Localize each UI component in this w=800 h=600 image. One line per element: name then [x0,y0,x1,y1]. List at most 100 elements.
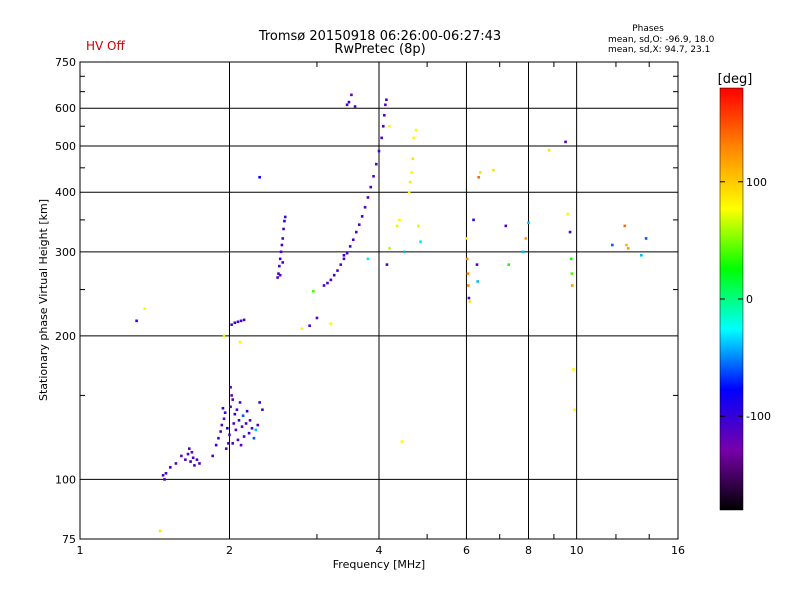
colorbar: [deg] 100 0 -100 [718,72,771,511]
data-point [235,408,239,412]
data-point [237,419,241,422]
x-tick-label: 8 [525,544,532,557]
data-point [174,462,178,465]
y-tick-label: 300 [55,246,76,259]
data-point [398,218,401,222]
data-point [476,280,479,283]
chart-title: Tromsø 20150918 06:26:00-06:27:43 [258,29,501,44]
data-point [276,276,279,279]
data-point [220,423,224,427]
data-point [135,319,138,323]
colorbar-ticks: 100 0 -100 [720,176,771,423]
data-point [381,124,385,128]
plot-frame [79,61,679,540]
data-point [242,318,246,322]
data-point [226,426,229,430]
data-point [261,408,264,412]
stats-o-mode: mean, sd,O: -96.9, 18.0 [608,35,715,45]
data-point [322,284,326,287]
data-point [388,124,391,128]
data-point [222,334,226,338]
data-point [412,136,416,140]
data-point [369,185,373,189]
data-point [568,230,572,234]
data-point [329,278,333,282]
data-point [282,227,285,231]
data-point [354,230,358,234]
data-point [336,269,339,272]
data-point [566,212,570,216]
data-point [230,394,233,397]
y-tick-label: 500 [55,140,76,153]
y-tick-label: 600 [55,102,76,115]
data-point [233,321,237,325]
data-point [234,428,238,432]
data-point [414,128,418,132]
data-point [278,264,281,268]
data-point [228,433,231,437]
data-point [278,273,282,277]
data-point [623,224,627,228]
colorbar-label: [deg] [718,72,753,87]
data-point [252,436,256,440]
x-axis-label: Frequency [MHz] [333,558,425,571]
data-point [214,443,218,447]
data-point [239,319,243,323]
data-point [350,93,353,97]
data-point [468,300,472,303]
tick-labels: 1 2 4 6 8 10 16 75 100 200 300 400 500 600 750 [55,56,685,557]
data-point [250,426,254,430]
data-point [281,261,285,264]
data-point [236,320,240,324]
data-point [342,253,346,257]
data-point [403,250,406,254]
data-point [241,414,245,418]
data-point [227,442,230,445]
data-point [385,263,389,266]
data-point [366,257,370,261]
data-point [417,224,420,228]
data-point [281,237,285,240]
chart-subtitle: RwPretec (8p) [334,42,425,57]
data-point [308,324,311,328]
data-point [315,316,319,320]
data-point [527,221,530,225]
data-point [345,251,349,255]
data-point [223,411,227,414]
data-point [161,474,165,477]
data-point [158,529,162,533]
data-point [180,454,183,458]
x-tick-label: 6 [463,544,470,557]
data-point [524,237,528,240]
data-point [242,435,246,438]
data-point [407,190,411,194]
data-point [312,289,315,293]
data-point [256,423,260,427]
data-point [239,443,243,447]
data-point [466,272,470,275]
y-tick-label: 200 [55,330,76,343]
data-point [547,148,551,152]
data-point [229,405,232,409]
data-point [351,238,355,242]
data-point [236,438,240,442]
data-point [283,215,287,219]
data-points [135,93,648,533]
data-point [238,401,242,404]
data-point [219,430,222,433]
data-point [472,218,475,222]
data-point [232,422,236,425]
y-tick-label: 400 [55,186,76,199]
data-point [644,237,648,240]
data-point [479,171,482,174]
data-point [475,263,479,266]
data-point [345,103,349,107]
colorbar-tick-label: -100 [746,410,771,423]
data-point [238,340,242,344]
data-point [626,247,630,250]
data-point [217,436,220,440]
data-point [570,284,574,287]
y-tick-label: 75 [62,533,76,546]
x-tick-label: 2 [226,544,233,557]
